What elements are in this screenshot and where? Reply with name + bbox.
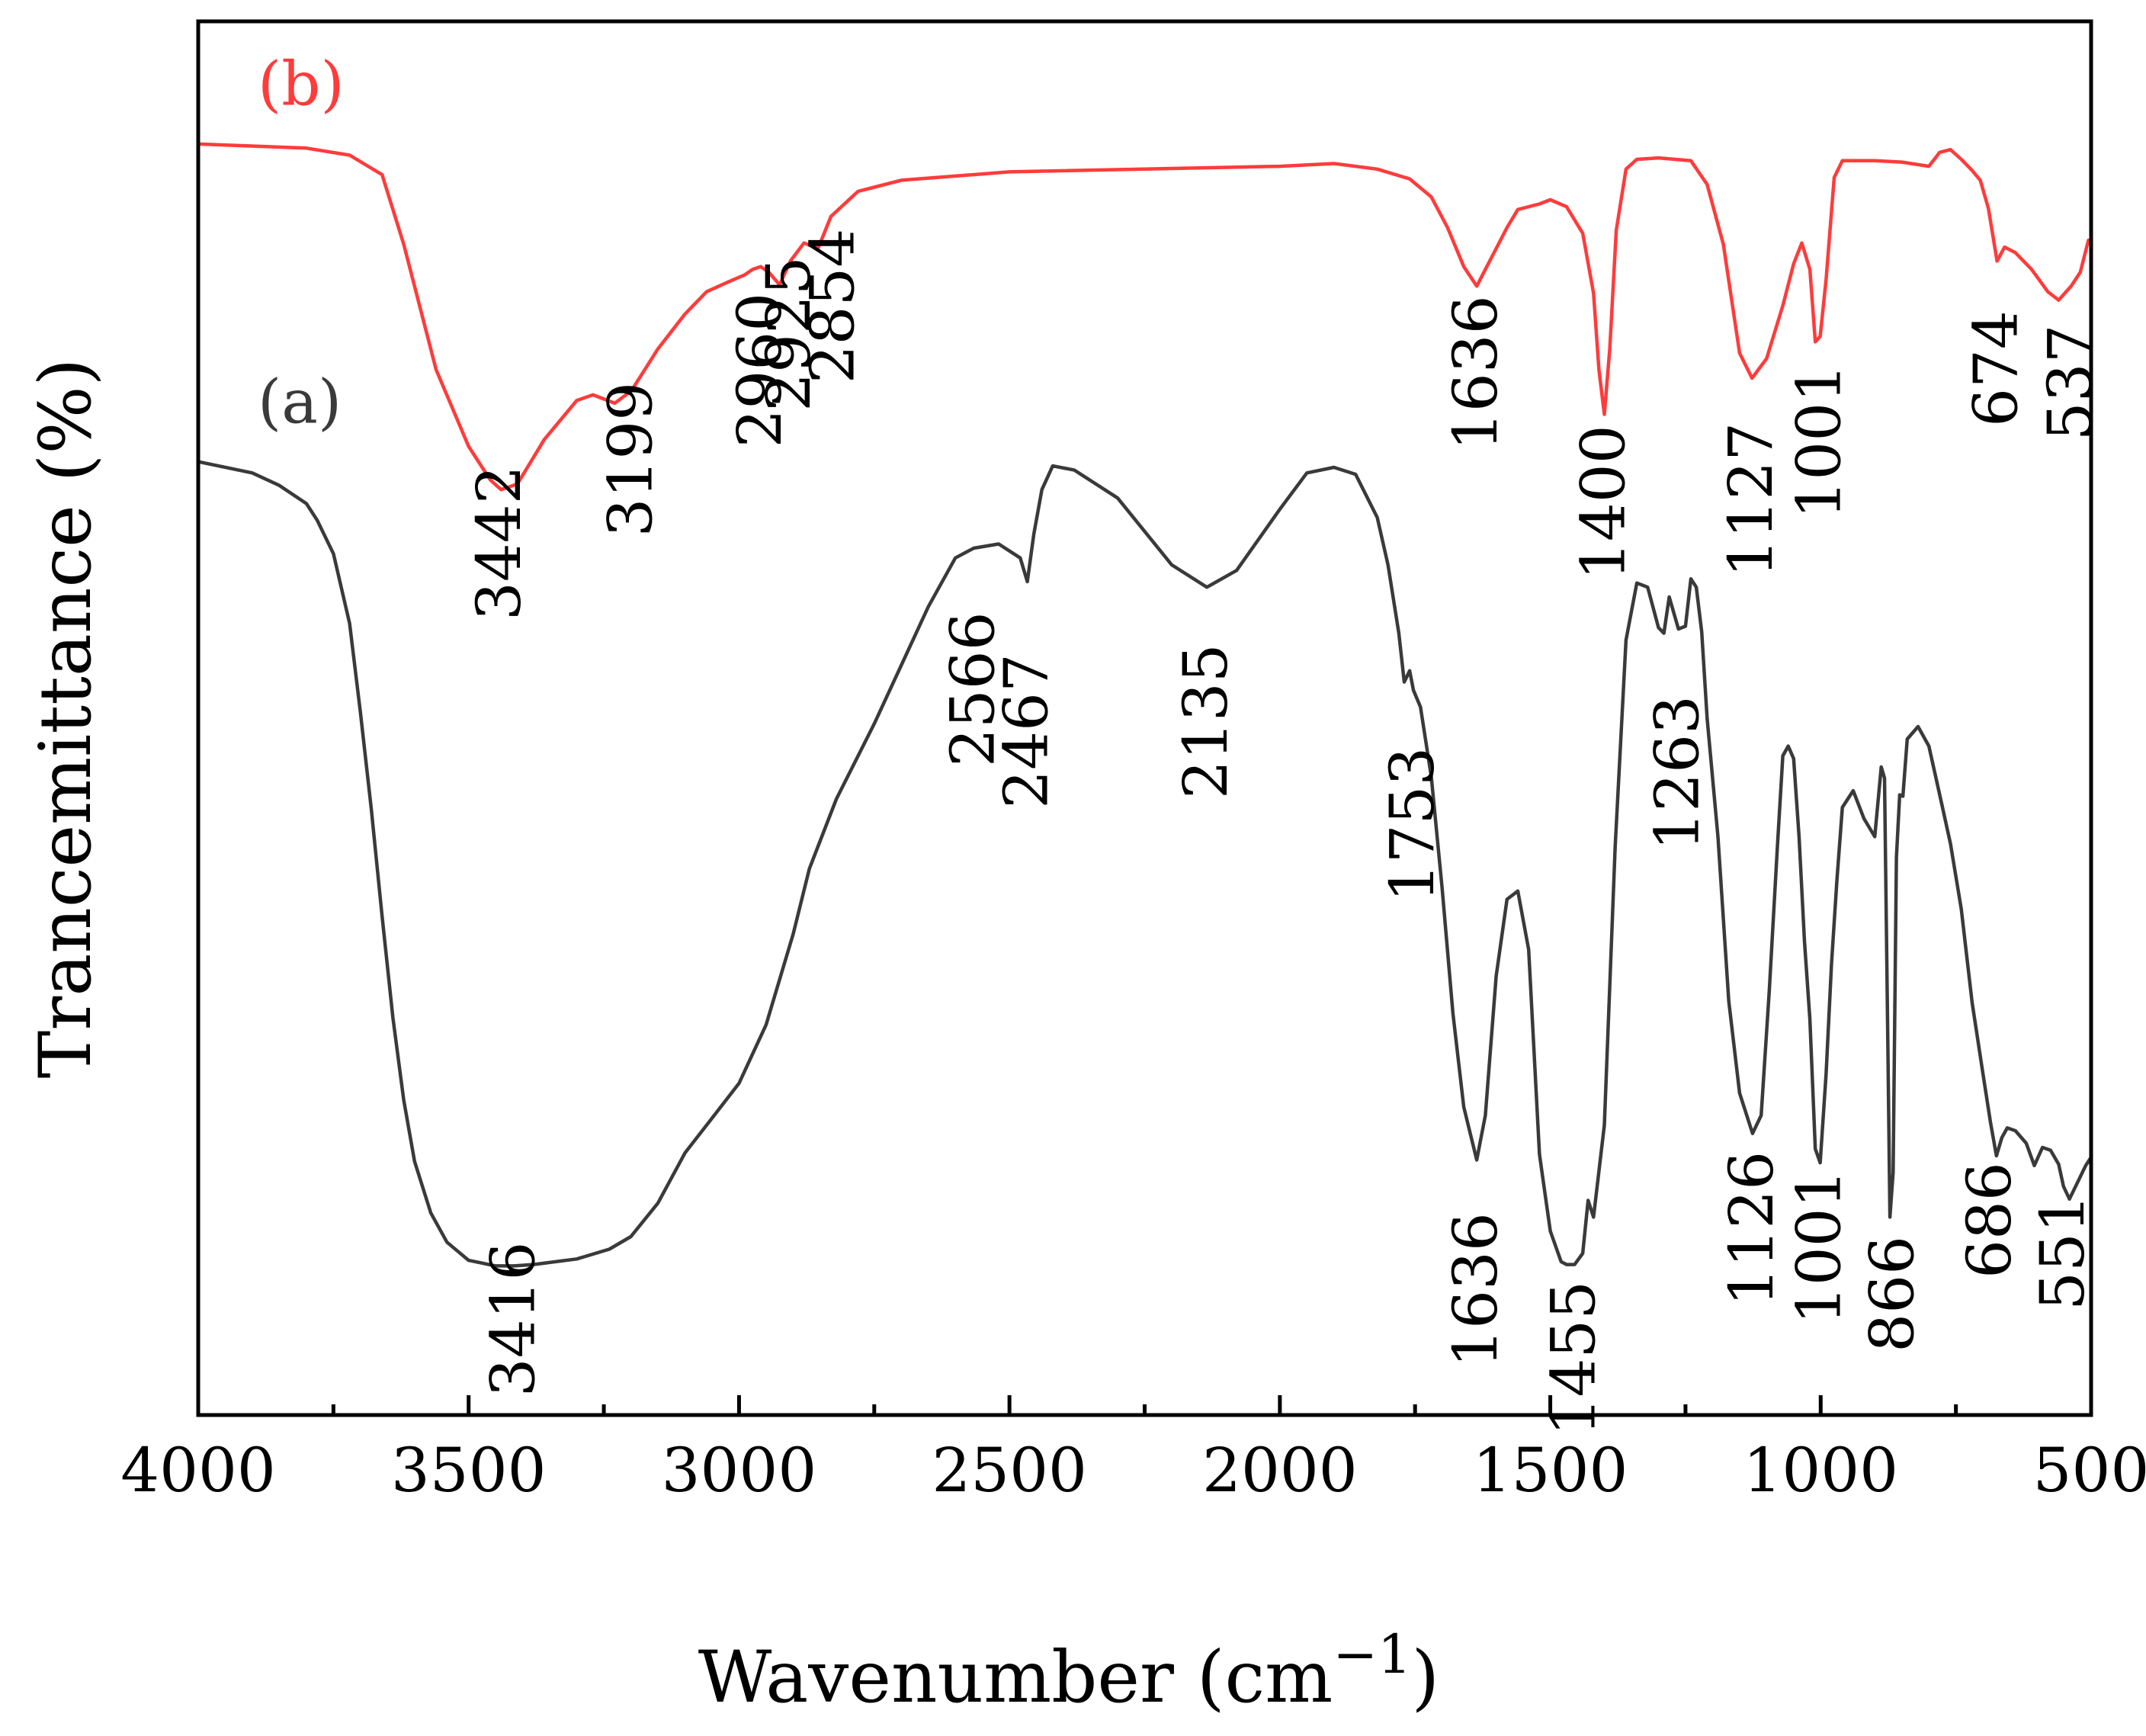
x-axis-label: Wavenumber (cm−1) <box>698 1623 1439 1719</box>
series-label-0: (b) <box>258 49 345 120</box>
peak-label-3416-11: 3416 <box>477 1242 548 1397</box>
peak-label-3442-0: 3442 <box>464 465 534 621</box>
x-tick-label-3500: 3500 <box>391 1435 547 1506</box>
x-tick-label-1500: 1500 <box>1473 1435 1628 1506</box>
peak-label-1400-6: 1400 <box>1568 425 1639 580</box>
x-axis-label-exponent: −1 <box>1333 1623 1411 1686</box>
axes: 4000 3500 3000 2500 2000 1500 1000 500 <box>120 1395 2146 1506</box>
x-tick-label-4000: 4000 <box>120 1435 276 1506</box>
peak-label-537-10: 537 <box>2035 324 2106 441</box>
x-tick-label-1000: 1000 <box>1743 1435 1898 1506</box>
series-layer <box>196 142 2093 1268</box>
peak-label-2854-4: 2854 <box>797 229 868 384</box>
peak-label-2566-12: 2566 <box>937 611 1008 767</box>
peak-label-2925-3: 2925 <box>753 256 824 412</box>
peak-label-1001-8: 1001 <box>1784 364 1855 519</box>
x-tick-label-500: 500 <box>2033 1435 2146 1506</box>
peak-label-686-22: 686 <box>1954 1162 2025 1279</box>
x-axis-label-close: ) <box>1412 1636 1440 1719</box>
series-line-1 <box>196 460 2093 1268</box>
series-line-0 <box>196 142 2090 492</box>
x-axis-label-main: Wavenumber (cm <box>698 1636 1333 1719</box>
peak-label-2960-2: 2960 <box>724 293 795 448</box>
peak-label-551-23: 551 <box>2027 1194 2098 1311</box>
peak-label-1127-7: 1127 <box>1715 422 1786 578</box>
x-tick-label-3000: 3000 <box>662 1435 817 1506</box>
plot-frame <box>196 19 2093 1417</box>
peak-label-1636-16: 1636 <box>1440 1212 1511 1368</box>
peak-label-1753-15: 1753 <box>1377 747 1448 903</box>
peak-label-1636-5: 1636 <box>1440 295 1511 451</box>
peak-label-866-21: 866 <box>1856 1236 1927 1353</box>
series-label-1: (a) <box>258 366 342 437</box>
x-tick-label-2000: 2000 <box>1202 1435 1358 1506</box>
peak-label-3199-1: 3199 <box>595 382 666 537</box>
peak-label-2135-14: 2135 <box>1170 643 1241 799</box>
peak-label-2467-13: 2467 <box>991 653 1062 809</box>
y-axis-label: Trancemittance (%) <box>24 358 107 1079</box>
peak-label-674-9: 674 <box>1961 310 2032 427</box>
peak-label-1126-19: 1126 <box>1716 1151 1787 1307</box>
peak-label-1263-18: 1263 <box>1642 695 1713 851</box>
peak-label-1001-20: 1001 <box>1784 1170 1855 1325</box>
x-tick-label-2500: 2500 <box>932 1435 1087 1506</box>
